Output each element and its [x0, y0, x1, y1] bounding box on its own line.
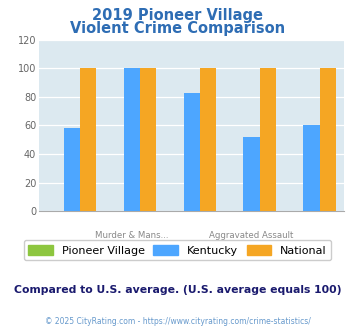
Text: All Violent Crime: All Violent Crime [36, 245, 108, 253]
Text: Murder & Mans...: Murder & Mans... [95, 231, 169, 240]
Bar [184, 92, 200, 211]
Bar [64, 128, 80, 211]
Text: Compared to U.S. average. (U.S. average equals 100): Compared to U.S. average. (U.S. average … [14, 285, 342, 295]
Bar [244, 137, 260, 211]
Bar [303, 125, 320, 211]
Bar [320, 68, 336, 211]
Text: Aggravated Assault: Aggravated Assault [209, 231, 294, 240]
Text: Robbery: Robbery [294, 245, 329, 253]
Bar [140, 68, 156, 211]
Bar [200, 68, 216, 211]
Bar [260, 68, 276, 211]
Bar [80, 68, 96, 211]
Text: Rape: Rape [181, 245, 203, 253]
Text: © 2025 CityRating.com - https://www.cityrating.com/crime-statistics/: © 2025 CityRating.com - https://www.city… [45, 317, 310, 326]
Legend: Pioneer Village, Kentucky, National: Pioneer Village, Kentucky, National [24, 240, 331, 260]
Bar [124, 68, 140, 211]
Text: Violent Crime Comparison: Violent Crime Comparison [70, 21, 285, 36]
Text: 2019 Pioneer Village: 2019 Pioneer Village [92, 8, 263, 23]
